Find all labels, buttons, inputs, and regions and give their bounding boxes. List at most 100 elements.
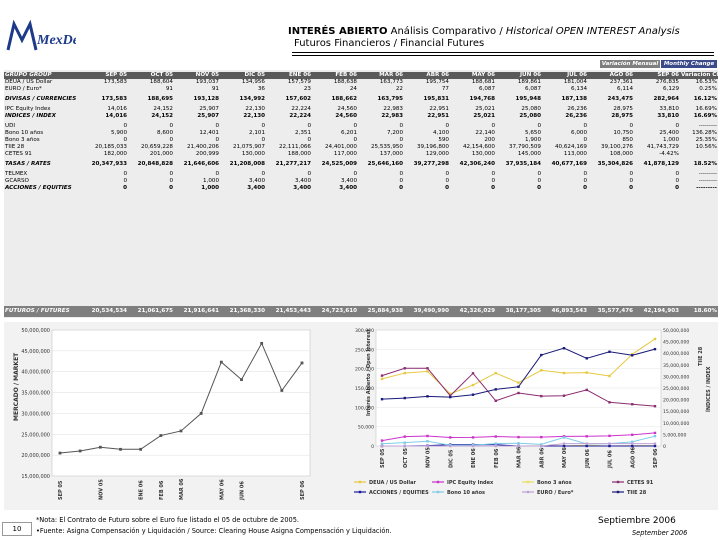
row-label: Bono 3 años <box>5 137 40 143</box>
table-cell: 16.69% <box>695 106 717 112</box>
table-cell: 35,304,826 <box>597 161 633 167</box>
chart-right-point <box>585 371 588 374</box>
table-cell: 24,723,610 <box>321 308 357 314</box>
table-cell: 173,583 <box>101 96 127 102</box>
table-cell: 5,900 <box>110 130 127 136</box>
chart-right-tiie-label: TIIE 28 <box>698 346 704 366</box>
column-header: SEP 06 <box>634 72 680 79</box>
table-cell: 24,152 <box>153 106 173 112</box>
toggle-monthly-change[interactable]: Monthly Change <box>661 60 717 68</box>
table-cell: 21,646,606 <box>183 161 219 167</box>
table-cell: 39,100,276 <box>600 144 633 150</box>
chart-right-y2tick: 30,000,000 <box>663 374 689 380</box>
chart-right-point <box>585 357 588 360</box>
table-cell: 18.60% <box>693 308 717 314</box>
table-cell: 42,306,240 <box>459 161 495 167</box>
chart-right-point <box>653 347 657 351</box>
table-cell: 40,677,169 <box>551 161 587 167</box>
table-cell: 188,638 <box>333 79 357 85</box>
chart-right-point <box>540 353 543 357</box>
table-cell: 850 <box>622 137 633 143</box>
chart-right-ylabel: Interés Abierto / Open Interest <box>365 329 372 416</box>
header-divider-2 <box>292 55 714 56</box>
table-cell: 10.56% <box>695 144 717 150</box>
table-row: INDICES / INDEX 14,016 24,152 25,907 22,130 2… <box>4 113 718 120</box>
table-cell: 0 <box>445 185 449 191</box>
table-cell: 22,983 <box>383 106 403 112</box>
table-cell: 0 <box>169 178 173 184</box>
chart-right-ytick: 0 <box>371 444 374 450</box>
chart-left-xtick: MAY 06 <box>219 479 225 500</box>
legend-label: Bono 3 años <box>537 480 572 486</box>
chart-right-point <box>471 436 475 439</box>
chart-right-point <box>562 436 566 439</box>
table-cell: 0 <box>537 171 541 177</box>
table-row: IPC Equity Index 14,016 24,152 25,907 22,130… <box>4 106 718 113</box>
table-cell: 39,196,800 <box>416 144 449 150</box>
table-cell: 0 <box>583 137 587 143</box>
chart-right-point <box>471 383 475 387</box>
table-cell: 24,525,009 <box>321 161 357 167</box>
chart-left-xtick: SEP 06 <box>300 480 306 500</box>
chart-left-point <box>119 447 122 451</box>
table-row: TIIE 28 20,185,033 20,659,228 21,400,206 21,… <box>4 144 718 151</box>
table-cell: 25,884,938 <box>367 308 403 314</box>
chart-right-y2tick: 5,000,000 <box>663 432 686 438</box>
chart-right-point <box>494 399 497 402</box>
column-header: ABR 06 <box>404 72 450 79</box>
table-cell: 0 <box>215 171 219 177</box>
table-cell: 77 <box>441 86 449 92</box>
table-row: TASAS / RATES 20,347,933 20,848,828 21,646,… <box>4 161 718 168</box>
table-cell: 10,750 <box>613 130 633 136</box>
table-cell: 26,236 <box>567 106 587 112</box>
table-cell: 22,983 <box>381 113 403 119</box>
logo-graphic: MexDer <box>6 19 85 51</box>
chart-right-point <box>562 444 566 448</box>
table-cell: 6,129 <box>662 86 679 92</box>
chart-right-xtick: NOV 05 <box>426 447 432 468</box>
chart-right-point <box>517 381 520 384</box>
table-cell: 0 <box>491 185 495 191</box>
table-cell: 0 <box>169 185 173 191</box>
chart-right-point <box>540 369 543 372</box>
chart-left-point <box>58 451 62 455</box>
chart-right-xtick: SEP 05 <box>380 448 386 468</box>
table-cell: 20,534,534 <box>91 308 127 314</box>
column-header: ENE 06 <box>266 72 312 79</box>
table-cell: 0 <box>123 171 127 177</box>
chart-right-point <box>494 435 497 438</box>
table-cell: 1,000 <box>662 137 679 143</box>
chart-right-xtick: ABR 06 <box>539 447 545 468</box>
title-italic: Historical OPEN INTEREST Analysis <box>505 26 680 37</box>
table-cell: 91 <box>211 86 219 92</box>
chart-right-point <box>380 439 384 442</box>
table-cell: 136.28% <box>692 130 717 136</box>
toggle-monthly-variation[interactable]: Variación Mensual <box>600 60 660 68</box>
table-cell: 0 <box>123 178 127 184</box>
legend-marker <box>436 480 440 484</box>
table-cell: 0 <box>399 178 403 184</box>
table-cell: 0 <box>629 185 633 191</box>
chart-right-ytick: 200,000 <box>355 367 374 373</box>
table-cell: 46,893,543 <box>551 308 587 314</box>
table-cell: 0 <box>307 137 311 143</box>
chart-right-point <box>653 444 657 448</box>
table-cell: 590 <box>438 137 449 143</box>
legend-label: DEUA / US Dollar <box>369 480 416 486</box>
chart-right-point <box>494 442 497 445</box>
table-cell: 14,016 <box>107 106 127 112</box>
table-cell: 25,080 <box>521 106 541 112</box>
table-cell: 35,577,476 <box>597 308 633 314</box>
legend-marker <box>358 480 362 484</box>
logo-text: MexDer <box>36 33 76 48</box>
table-cell: 0 <box>353 123 357 129</box>
chart-right-point <box>631 433 634 436</box>
chart-left-point <box>280 389 284 392</box>
table-background <box>4 70 718 318</box>
column-header: Variación Change <box>680 72 718 79</box>
column-header: FEB 06 <box>312 72 358 79</box>
row-label: EURO / Euro* <box>5 86 42 92</box>
column-header: JUL 06 <box>542 72 588 79</box>
chart-left-plot-area <box>51 329 311 477</box>
table-cell: 3,400 <box>294 178 311 184</box>
